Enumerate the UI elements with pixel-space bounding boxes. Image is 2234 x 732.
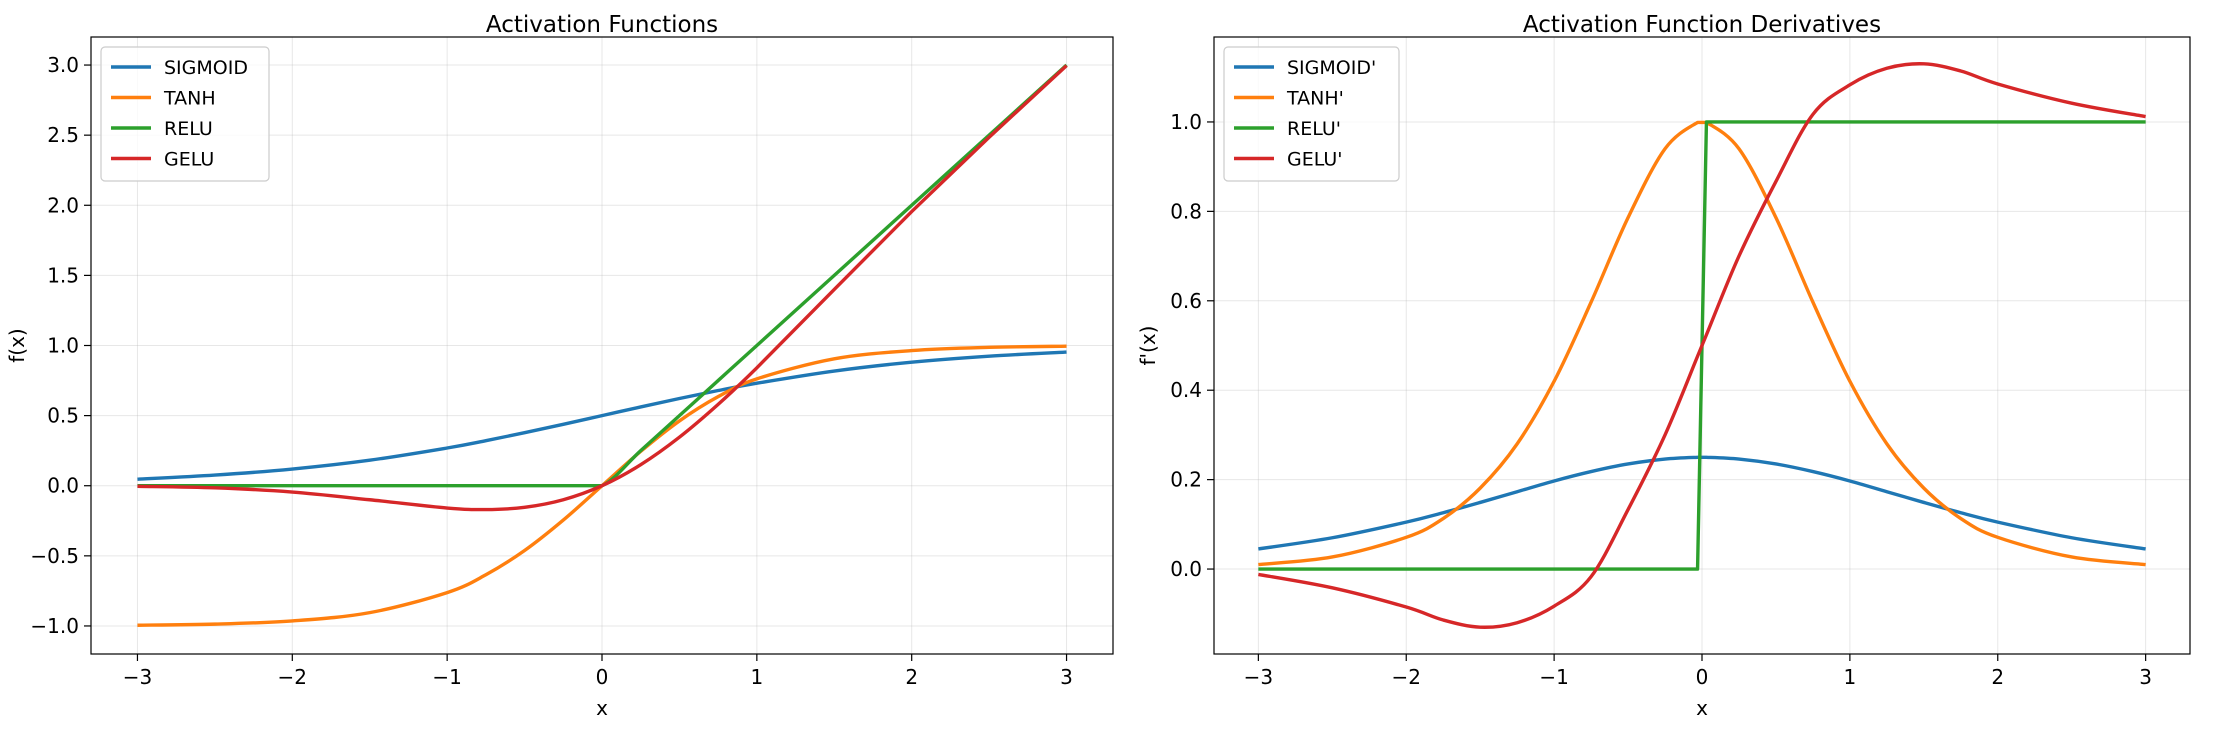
chart-0-ytick-label-4: 1.0 bbox=[47, 334, 79, 358]
chart-1-xtick-label-2: −1 bbox=[1539, 665, 1568, 689]
chart-1-xtick-label-0: −3 bbox=[1244, 665, 1273, 689]
chart-0-xtick-label-4: 1 bbox=[750, 665, 763, 689]
chart-1-grid bbox=[1214, 37, 2190, 654]
chart-0-series-group bbox=[137, 63, 1068, 627]
chart-1-series-gelu-prime bbox=[1258, 62, 2146, 629]
chart-1-xtick-label-5: 2 bbox=[1991, 665, 2004, 689]
chart-0-ytick-label-0: −1.0 bbox=[30, 614, 79, 638]
chart-0-ytick-label-1: −0.5 bbox=[30, 544, 79, 568]
chart-0-legend-label-tanh: TANH bbox=[163, 88, 216, 110]
chart-0-xtick-label-5: 2 bbox=[905, 665, 918, 689]
chart-1-legend-label-tanh-prime: TANH' bbox=[1286, 88, 1344, 110]
chart-1-series-sigmoid-prime bbox=[1258, 455, 2146, 551]
chart-0-legend-box bbox=[100, 46, 270, 182]
chart-1-ytick-label-4: 0.8 bbox=[1170, 199, 1202, 223]
chart-1-ytick-label-1: 0.2 bbox=[1170, 468, 1202, 492]
chart-0-ytick-label-7: 2.5 bbox=[47, 123, 79, 147]
chart-activation-functions: −3 −2 −1 0 1 2 3 −1.0 −0.5 0.0 0.5 1.0 1.5 2.0 2.5 3.0 A… bbox=[5, 12, 1114, 720]
chart-0-xtick-label-0: −3 bbox=[123, 665, 152, 689]
chart-1-y-axis-label: f'(x) bbox=[1136, 326, 1160, 366]
chart-0-grid bbox=[91, 37, 1113, 654]
chart-0-title: Activation Functions bbox=[486, 12, 718, 38]
chart-1-series-tanh-prime bbox=[1258, 120, 2146, 567]
chart-0-xtick-label-6: 3 bbox=[1060, 665, 1073, 689]
chart-0-ytick-label-5: 1.5 bbox=[47, 263, 79, 287]
chart-0-xtick-label-3: 0 bbox=[596, 665, 609, 689]
chart-0-legend-label-sigmoid: SIGMOID bbox=[164, 57, 248, 79]
chart-0-y-axis-label: f(x) bbox=[5, 328, 29, 362]
chart-0-xtick-label-1: −2 bbox=[278, 665, 307, 689]
chart-1-series-group bbox=[1258, 62, 2146, 629]
chart-1-ytick-label-2: 0.4 bbox=[1170, 378, 1202, 402]
chart-0-ytick-label-8: 3.0 bbox=[47, 53, 79, 77]
chart-1-xtick-label-4: 1 bbox=[1844, 665, 1857, 689]
chart-1-legend-label-relu-prime: RELU' bbox=[1287, 118, 1341, 140]
chart-1-x-axis-label: x bbox=[1696, 696, 1708, 720]
chart-1-legend: SIGMOID' TANH' RELU' GELU' bbox=[1223, 46, 1400, 182]
chart-0-ytick-label-3: 0.5 bbox=[47, 404, 79, 428]
chart-activation-derivatives: −3 −2 −1 0 1 2 3 0.0 0.2 0.4 0.6 0.8 1.0 Activation F… bbox=[1136, 12, 2191, 720]
chart-1-title: Activation Function Derivatives bbox=[1523, 12, 1881, 38]
chart-0-series-gelu bbox=[137, 64, 1068, 512]
chart-0-legend: SIGMOID TANH RELU GELU bbox=[100, 46, 270, 182]
chart-1-ytick-label-5: 1.0 bbox=[1170, 110, 1202, 134]
chart-0-legend-label-relu: RELU bbox=[164, 118, 213, 140]
chart-1-xtick-label-3: 0 bbox=[1696, 665, 1709, 689]
chart-1-xtick-label-1: −2 bbox=[1392, 665, 1421, 689]
chart-0-ytick-label-2: 0.0 bbox=[47, 474, 79, 498]
chart-0-series-sigmoid bbox=[137, 350, 1067, 481]
chart-1-ytick-label-0: 0.0 bbox=[1170, 557, 1202, 581]
chart-1-legend-label-gelu-prime: GELU' bbox=[1287, 149, 1343, 171]
chart-0-xtick-label-2: −1 bbox=[432, 665, 461, 689]
chart-0-ytick-label-6: 2.0 bbox=[47, 193, 79, 217]
chart-0-legend-label-gelu: GELU bbox=[164, 149, 214, 171]
chart-1-ytick-label-3: 0.6 bbox=[1170, 289, 1202, 313]
chart-0-x-axis-label: x bbox=[596, 696, 608, 720]
chart-1-xtick-label-6: 3 bbox=[2139, 665, 2152, 689]
chart-1-legend-label-sigmoid-prime: SIGMOID' bbox=[1287, 57, 1376, 79]
chart-1-legend-box bbox=[1223, 46, 1400, 182]
